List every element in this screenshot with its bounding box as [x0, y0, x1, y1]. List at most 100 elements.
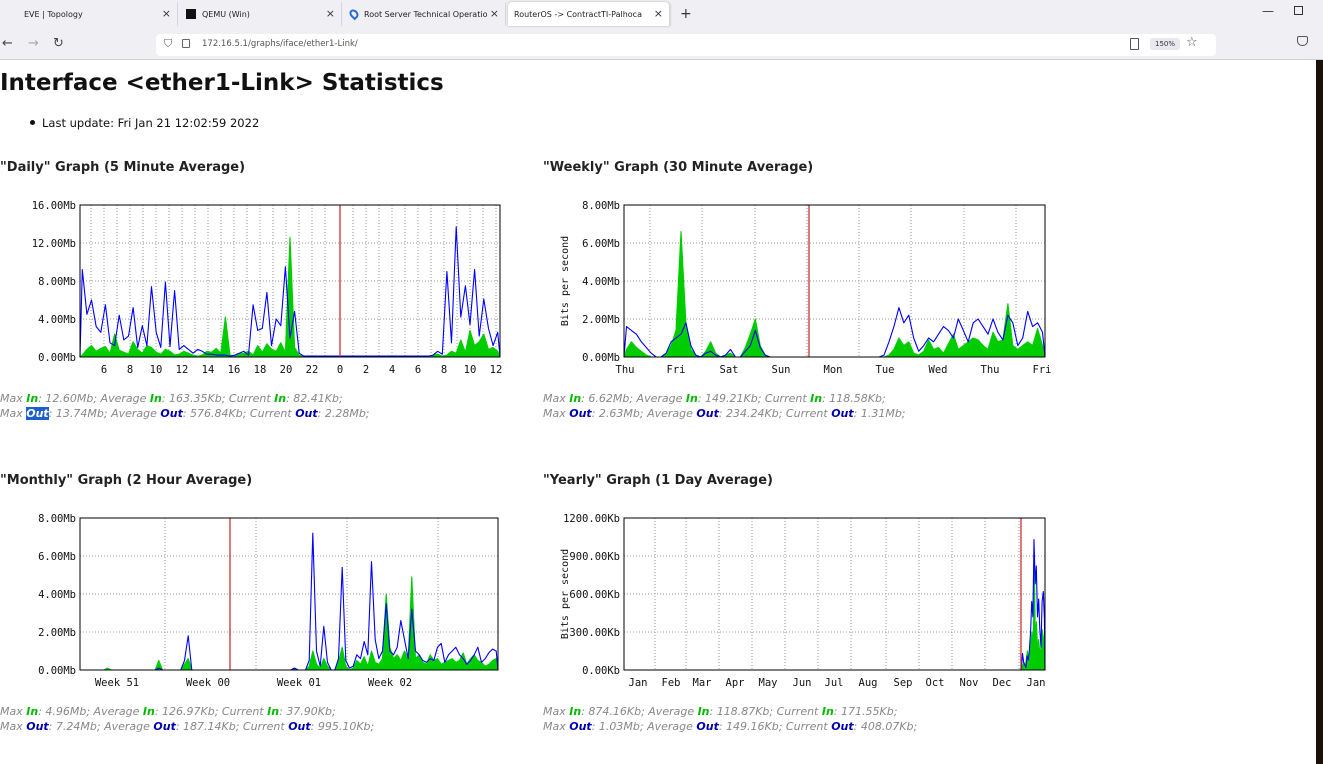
x-tick-label: Mar	[693, 677, 712, 689]
x-tick-label: Week 51	[95, 677, 139, 689]
legend-text: : 118.58Kb;	[822, 392, 886, 405]
maximize-icon[interactable]	[1294, 6, 1303, 15]
y-tick-label: 4.00Mb	[582, 276, 620, 288]
y-axis-label: Bits per second	[560, 236, 571, 326]
bookmark-star-icon[interactable]: ☆	[1186, 35, 1198, 50]
shield-icon[interactable]: ⛉	[164, 37, 173, 50]
legend-in-label: In	[685, 392, 698, 405]
legend-in-label: In	[274, 392, 287, 405]
y-tick-label: 2.00Mb	[582, 314, 620, 326]
close-icon[interactable]: ×	[653, 7, 663, 20]
legend-text: : 234.24Kb; Current	[718, 407, 832, 420]
x-tick-label: Jan	[1027, 677, 1046, 689]
legend-text: : 12.60Mb; Average	[38, 392, 150, 405]
legend-out: Max Out: 7.24Mb; Average Out: 187.14Kb; …	[0, 720, 374, 733]
legend-out-label: Out	[288, 720, 311, 733]
legend-text: Max	[0, 392, 27, 405]
legend-text: Max	[543, 407, 570, 420]
new-tab-button[interactable]: +	[680, 6, 692, 22]
lock-icon[interactable]	[182, 39, 190, 48]
close-icon[interactable]: ×	[489, 7, 499, 20]
graph-title: "Weekly" Graph (30 Minute Average)	[543, 160, 814, 175]
bullet-icon	[30, 120, 35, 125]
legend-text: Max	[543, 705, 570, 718]
legend-text: : 149.21Kb; Current	[697, 392, 811, 405]
y-tick-label: 300.00Kb	[569, 627, 620, 639]
reload-icon[interactable]: ↻	[53, 36, 64, 51]
legend-out-label: Out	[831, 407, 854, 420]
minimize-icon[interactable]: —	[1262, 4, 1274, 18]
y-tick-label: 6.00Mb	[582, 238, 620, 250]
tab-eve-topology[interactable]: EVE | Topology ×	[18, 2, 178, 26]
navigation-bar: ← → ↻ ⛉ 172.16.5.1/graphs/iface/ether1-L…	[0, 30, 1323, 58]
y-tick-label: 16.00Mb	[32, 200, 76, 212]
y-tick-label: 8.00Mb	[38, 513, 76, 525]
x-tick-label: 14	[202, 364, 215, 376]
legend-text: : 408.07Kb;	[853, 720, 918, 733]
x-tick-label: 0	[337, 364, 343, 376]
legend-text: : 7.24Mb; Average	[48, 720, 154, 733]
x-tick-label: Week 00	[186, 677, 230, 689]
legend-in-label: In	[821, 705, 834, 718]
graph-title: "Monthly" Graph (2 Hour Average)	[0, 473, 253, 488]
x-tick-label: 6	[415, 364, 421, 376]
forward-arrow-icon[interactable]: →	[28, 36, 39, 51]
x-tick-label: Jan	[629, 677, 648, 689]
url-text[interactable]: 172.16.5.1/graphs/iface/ether1-Link/	[202, 39, 358, 49]
legend-in-label: In	[149, 392, 162, 405]
legend-in: Max In: 4.96Mb; Average In: 126.97Kb; Cu…	[0, 705, 336, 718]
x-tick-label: 8	[127, 364, 133, 376]
legend-text: : 995.10Kb;	[310, 720, 375, 733]
legend-text: : 874.16Kb; Average	[581, 705, 698, 718]
weekly-graph: 0.00Mb 2.00Mb 4.00Mb 6.00Mb 8.00Mb Thu Fri Sat S…	[560, 200, 1051, 376]
back-arrow-icon[interactable]: ←	[2, 36, 13, 51]
plot-area	[80, 518, 498, 670]
legend-in-label: In	[26, 705, 39, 718]
daily-graph: 0.00Mb 4.00Mb 8.00Mb 12.00Mb 16.00Mb 6 8 10 12 14…	[32, 200, 503, 376]
yearly-graph: 0.00Kb 300.00Kb 600.00Kb 900.00Kb 1200.00Kb J…	[560, 513, 1046, 689]
y-tick-label: 12.00Mb	[32, 238, 76, 250]
y-tick-label: 0.00Kb	[582, 665, 620, 677]
y-tick-label: 8.00Mb	[582, 200, 620, 212]
last-update-text: Last update: Fri Jan 21 12:02:59 2022	[42, 116, 260, 130]
legend-text: : 163.35Kb; Current	[161, 392, 275, 405]
legend-out-label: Out	[696, 720, 719, 733]
tab-label: Root Server Technical Operatio	[364, 9, 488, 19]
x-tick-label: Fri	[667, 364, 686, 376]
legend-text: Max	[0, 407, 27, 420]
legend-text: : 149.16Kb; Current	[718, 720, 832, 733]
tab-qemu[interactable]: QEMU (Win) ×	[180, 2, 342, 26]
pocket-icon[interactable]	[1297, 36, 1308, 46]
y-tick-label: 600.00Kb	[569, 589, 620, 601]
legend-out: Max Out: 13.74Mb; Average Out: 576.84Kb;…	[0, 407, 370, 420]
x-tick-label: Thu	[981, 364, 1000, 376]
close-icon[interactable]: ×	[161, 7, 171, 20]
legend-text: : 6.62Mb; Average	[581, 392, 686, 405]
last-update-item: Last update: Fri Jan 21 12:02:59 2022	[30, 116, 259, 130]
legend-text: : 576.84Kb; Current	[182, 407, 296, 420]
browser-chrome: EVE | Topology × QEMU (Win) × Root Serve…	[0, 0, 1323, 60]
map-pin-icon	[347, 7, 361, 21]
x-tick-label: Feb	[662, 677, 681, 689]
close-icon[interactable]: ×	[325, 7, 335, 20]
legend-in-label: In	[569, 705, 582, 718]
tab-label: EVE | Topology	[24, 9, 83, 19]
legend-text: : 171.55Kb;	[833, 705, 898, 718]
y-tick-label: 4.00Mb	[38, 314, 76, 326]
tab-routeros-active[interactable]: RouterOS -> ContractTI-Palhoca -> ×	[508, 2, 670, 26]
legend-out-label-selected[interactable]: Out	[26, 407, 49, 420]
graph-title: "Yearly" Graph (1 Day Average)	[543, 473, 773, 488]
reader-view-icon[interactable]	[1130, 38, 1139, 50]
x-tick-label: 12	[176, 364, 189, 376]
address-bar[interactable]: ⛉ 172.16.5.1/graphs/iface/ether1-Link/ 1…	[156, 34, 1216, 56]
x-tick-label: Sat	[720, 364, 739, 376]
x-tick-label: May	[759, 677, 778, 689]
x-tick-label: 8	[441, 364, 447, 376]
graph-title: "Daily" Graph (5 Minute Average)	[0, 160, 246, 175]
legend-out-label: Out	[569, 407, 592, 420]
monthly-graph-section: "Monthly" Graph (2 Hour Average) 0.00Mb 2…	[0, 473, 520, 764]
tab-root-server[interactable]: Root Server Technical Operatio ×	[344, 2, 506, 26]
x-tick-label: Jun	[793, 677, 812, 689]
legend-text: : 118.87Kb; Current	[709, 705, 822, 718]
zoom-level[interactable]: 150%	[1150, 38, 1181, 50]
